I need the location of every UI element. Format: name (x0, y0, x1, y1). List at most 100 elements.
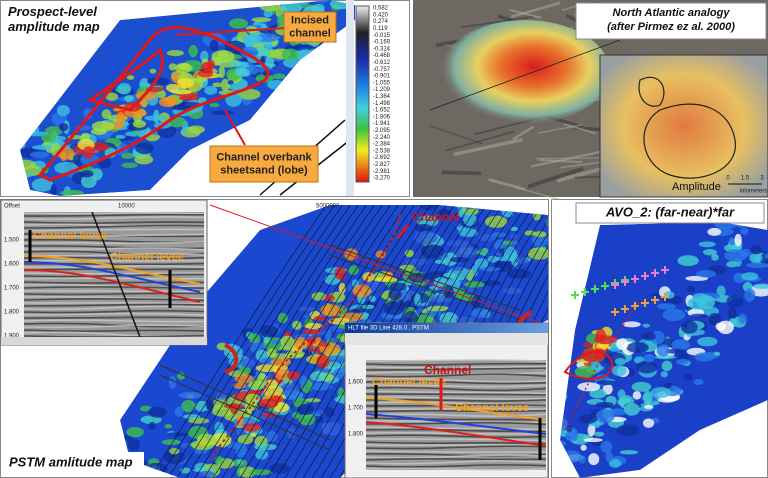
scale-label: Amplitude (672, 181, 721, 193)
amplitude-blob (351, 308, 361, 314)
amplitude-blob (134, 154, 154, 165)
amplitude-blob (161, 97, 177, 102)
amplitude-blob (210, 110, 234, 116)
callout-box (283, 11, 337, 43)
seismic-reflector (23, 302, 205, 305)
amplitude-blob (168, 375, 177, 389)
amplitude-blob (166, 432, 187, 437)
seismic-reflector (23, 329, 205, 332)
window-title: HLT file 3D Line 428.0 , PSTM (348, 326, 429, 332)
amplitude-blob (643, 353, 655, 363)
amplitude-blob (178, 391, 203, 399)
amplitude-blob (161, 439, 181, 445)
seismic-reflector (365, 457, 547, 461)
amplitude-blob (643, 390, 653, 405)
amplitude-blob (126, 75, 135, 80)
amplitude-blob (324, 355, 348, 362)
amplitude-blob (166, 49, 184, 57)
amplitude-map (20, 0, 355, 196)
colorbar-label: -1.806 (373, 114, 391, 120)
amplitude-blob (196, 433, 216, 447)
y-tick-label: 1.700 (4, 286, 20, 292)
section-line (429, 39, 621, 111)
horizon-red (365, 421, 547, 447)
seismic-reflector (365, 444, 547, 447)
amplitude-blob (533, 231, 547, 238)
seismic-reflector (365, 454, 547, 459)
amplitude-blob (237, 434, 254, 445)
amplitude-blob (271, 339, 282, 345)
toolbar (345, 333, 548, 345)
seismic-reflector (365, 365, 547, 369)
amplitude-blob (681, 320, 698, 334)
y-tick-label: 1.800 (348, 432, 364, 438)
amplitude-blob (230, 402, 239, 415)
amplitude-blob (403, 311, 418, 325)
title-line: amplitude map (8, 19, 100, 34)
channel-track (209, 214, 401, 461)
contour-line (212, 205, 387, 478)
colorbar-label: 0.582 (373, 6, 389, 12)
seismic-reflector (365, 426, 547, 431)
amplitude-blob (471, 295, 482, 309)
amplitude-blob (724, 249, 748, 262)
seismic-reflector (365, 396, 547, 400)
amplitude-blob (676, 358, 690, 365)
seismic-reflector (23, 309, 205, 314)
amplitude-blob (414, 223, 433, 232)
amplitude-blob (389, 282, 407, 292)
colorbar-label: -2.981 (373, 169, 391, 175)
amplitude-blob (302, 329, 322, 335)
seafloor-relief (530, 149, 610, 168)
title-box (4, 452, 144, 472)
colorbar-label: -2.538 (373, 148, 391, 154)
callout-line (224, 109, 246, 146)
colorbar-label: -2.827 (373, 162, 391, 168)
seismic-reflector (365, 417, 547, 421)
amplitude-blob (251, 17, 272, 23)
amplitude-blob (400, 288, 409, 303)
inset-map (599, 54, 768, 198)
amplitude-blob (292, 44, 314, 51)
title-box (575, 2, 767, 40)
amplitude-blob (510, 226, 519, 232)
colorbar-label: -2.240 (373, 135, 391, 141)
amplitude-blob (60, 151, 67, 162)
amplitude-blob (578, 414, 598, 424)
amplitude-blob (330, 337, 342, 343)
amplitude-blob (662, 308, 686, 322)
amplitude-blob (207, 59, 215, 70)
amplitude-blob (248, 469, 272, 476)
seismic-reflector (23, 247, 205, 251)
seafloor-relief (488, 178, 526, 191)
amplitude-blob (56, 105, 70, 116)
amplitude-blob (560, 417, 569, 432)
callout-line (174, 27, 286, 36)
amplitude-blob (209, 102, 220, 108)
pstm-panel: Channel 5000000 PSTM amlitude map Offset 100… (0, 199, 549, 478)
amplitude-blob (277, 312, 288, 324)
well-marker (621, 305, 629, 313)
amplitude-blob (738, 313, 748, 324)
seafloor-relief (453, 137, 523, 157)
amplitude-blob (596, 380, 617, 386)
seismic-reflector (365, 377, 547, 383)
channel-outline (86, 47, 165, 112)
lobe-outline (563, 350, 614, 380)
horizon-blue (365, 413, 547, 435)
seismic-reflector (23, 305, 205, 311)
amplitude-blob (413, 230, 438, 245)
callout-line-text: Channel overbank (216, 151, 312, 163)
title-line: North Atlantic analogy (613, 7, 731, 19)
seismic-reflector (23, 228, 205, 232)
amplitude-blob (588, 453, 600, 466)
seismic-reflector (365, 441, 547, 445)
amplitude-blob (296, 306, 316, 312)
amplitude-blob (744, 288, 756, 302)
amplitude-blob (443, 272, 456, 278)
section-inset-left: Offset 10000 1.500 1.600 1.700 1.800 1.900 Chan… (0, 199, 208, 346)
well-marker (611, 308, 619, 316)
seismic-reflector (23, 303, 205, 307)
amplitude-blob (715, 322, 726, 331)
